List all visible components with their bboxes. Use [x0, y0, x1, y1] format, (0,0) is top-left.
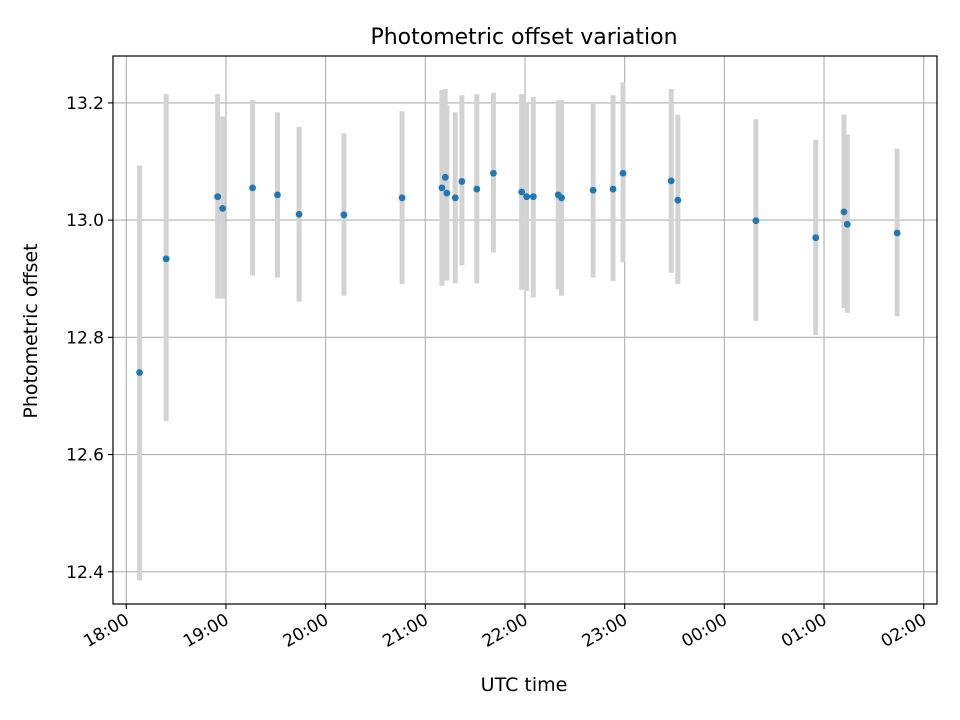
data-point — [274, 191, 281, 199]
data-point — [812, 234, 820, 242]
data-point — [558, 194, 565, 202]
x-tick-label: 22:00 — [479, 610, 531, 652]
error-bars — [137, 82, 900, 581]
data-point — [219, 204, 227, 212]
data-point — [667, 177, 675, 185]
data-point — [752, 217, 760, 225]
y-tick-label: 12.4 — [66, 563, 104, 583]
data-point — [451, 194, 459, 202]
x-tick-label: 02:00 — [878, 610, 930, 652]
data-point — [490, 169, 497, 177]
data-point — [162, 255, 170, 263]
data-point — [443, 189, 451, 197]
data-points — [136, 169, 901, 376]
data-point — [518, 188, 526, 196]
y-tick-label: 13.2 — [66, 94, 104, 114]
x-tick-label: 00:00 — [678, 610, 730, 652]
data-point — [136, 369, 143, 376]
x-tick-label: 23:00 — [579, 610, 631, 652]
data-point — [843, 220, 851, 228]
y-tick-label: 12.6 — [66, 446, 104, 466]
x-tick-label: 18:00 — [80, 610, 132, 652]
x-tick-label: 19:00 — [180, 610, 232, 652]
axis-ticks: 18:00 19:00 20:00 21:00 22:00 23:00 00:00 01:00… — [66, 94, 930, 652]
data-point — [529, 193, 537, 201]
data-point — [840, 208, 848, 216]
data-point — [249, 184, 256, 192]
x-tick-label: 01:00 — [778, 610, 830, 652]
data-point — [214, 193, 222, 201]
y-tick-label: 12.8 — [66, 328, 104, 348]
data-point — [523, 193, 531, 201]
data-point — [609, 185, 617, 193]
data-point — [589, 186, 597, 194]
x-axis-label: UTC time — [481, 674, 568, 696]
data-point — [340, 211, 348, 219]
x-tick-label: 20:00 — [280, 610, 332, 652]
data-point — [619, 169, 627, 177]
data-point — [438, 184, 446, 192]
x-tick-label: 21:00 — [379, 610, 431, 652]
data-point — [295, 210, 303, 218]
y-tick-label: 13.0 — [66, 211, 104, 231]
data-point — [441, 173, 449, 181]
chart-title: Photometric offset variation — [370, 25, 677, 50]
data-point — [674, 196, 682, 204]
y-axis-label: Photometric offset — [20, 243, 42, 418]
data-point — [473, 185, 481, 193]
data-point — [458, 178, 466, 185]
data-point — [893, 229, 901, 237]
data-point — [398, 194, 406, 202]
